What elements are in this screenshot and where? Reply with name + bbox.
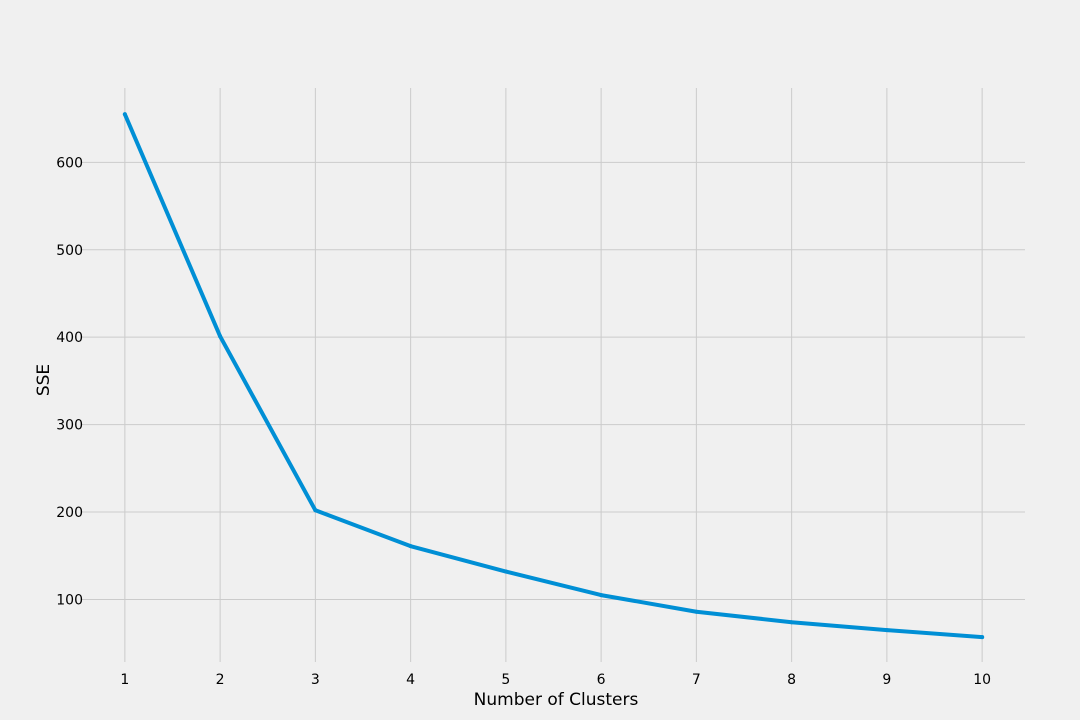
y-tick-label: 400 [56, 330, 83, 346]
sse-data-point [599, 593, 604, 598]
sse-data-point [789, 620, 794, 625]
y-tick-label: 100 [56, 592, 83, 608]
x-tick-label: 10 [973, 672, 991, 688]
x-tick-label: 8 [787, 672, 796, 688]
sse-data-point [408, 544, 413, 549]
x-tick-label: 4 [406, 672, 415, 688]
sse-series-line [122, 112, 985, 640]
x-tick-label: 3 [311, 672, 320, 688]
y-tick-label: 200 [56, 505, 83, 521]
y-tick-label: 600 [56, 155, 83, 171]
x-tick-label: 9 [882, 672, 891, 688]
sse-data-point [122, 112, 127, 117]
x-tick-labels: 1 2 3 4 5 6 7 8 9 10 [120, 672, 991, 688]
y-tick-label: 300 [56, 418, 83, 434]
x-tick-label: 1 [120, 672, 129, 688]
sse-data-point [313, 508, 318, 513]
sse-data-point [980, 635, 985, 640]
x-tick-label: 5 [501, 672, 510, 688]
y-axis-label: SSE [34, 364, 54, 396]
series-layer [122, 112, 985, 640]
y-tick-labels: 100 200 300 400 500 600 [56, 155, 83, 608]
sse-data-point [884, 628, 889, 633]
sse-data-point [694, 609, 699, 614]
x-axis-label: Number of Clusters [474, 690, 639, 710]
sse-data-point [503, 569, 508, 574]
sse-data-point [218, 334, 223, 339]
grid [82, 88, 1025, 662]
x-tick-label: 7 [692, 672, 701, 688]
x-tick-label: 2 [216, 672, 225, 688]
y-tick-label: 500 [56, 243, 83, 259]
x-tick-label: 6 [597, 672, 606, 688]
